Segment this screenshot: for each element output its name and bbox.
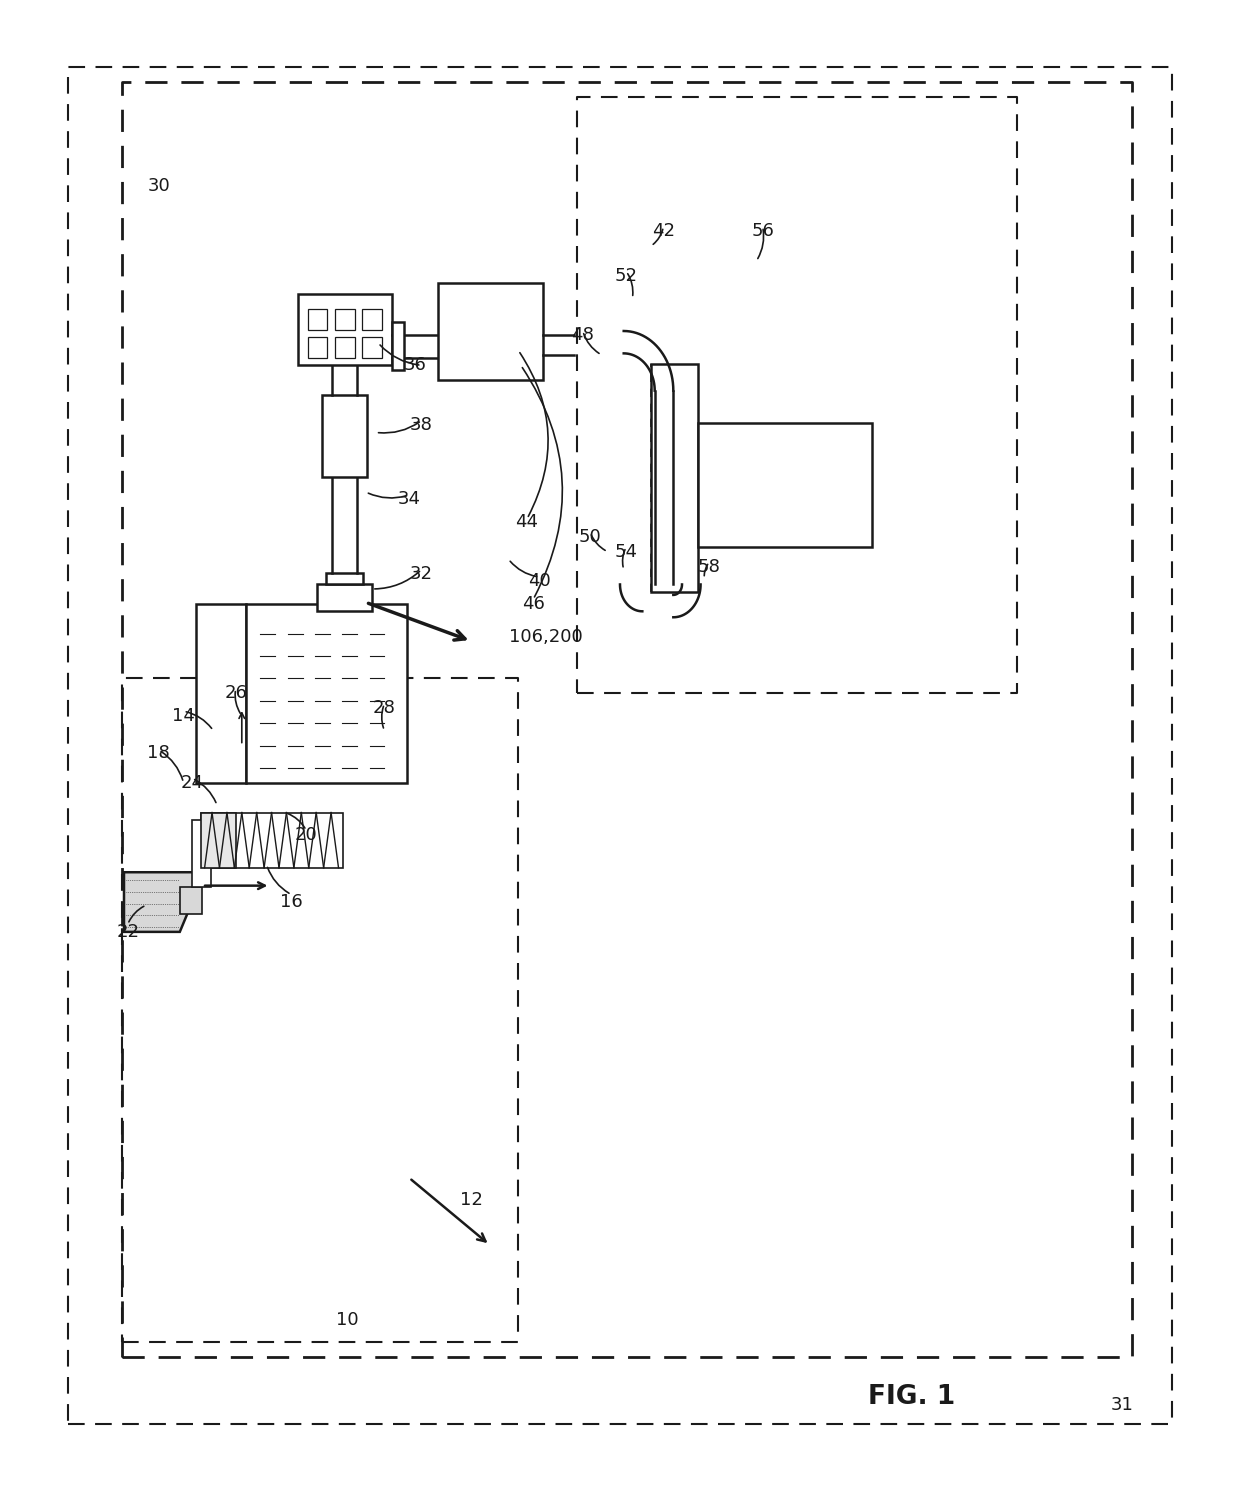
Bar [335, 337, 355, 358]
Bar [196, 604, 246, 783]
Text: 44: 44 [516, 513, 538, 531]
Text: 16: 16 [280, 893, 303, 911]
Text: 12: 12 [460, 1191, 482, 1209]
Bar [308, 309, 327, 330]
Text: 52: 52 [615, 267, 637, 285]
Text: 106,200: 106,200 [508, 628, 583, 646]
Bar [308, 337, 327, 358]
Text: 14: 14 [172, 707, 195, 725]
Bar [201, 813, 236, 868]
Text: 34: 34 [398, 491, 420, 508]
Text: 31: 31 [1111, 1396, 1133, 1413]
Bar [392, 322, 404, 370]
Text: 10: 10 [336, 1311, 358, 1328]
Text: 22: 22 [117, 923, 139, 941]
Bar [438, 283, 543, 380]
Text: 56: 56 [751, 222, 774, 240]
Bar [322, 395, 367, 477]
Bar [362, 309, 382, 330]
Text: 32: 32 [410, 565, 433, 583]
Bar [201, 813, 343, 868]
Bar [192, 820, 211, 887]
Text: 50: 50 [579, 528, 601, 546]
Bar [362, 337, 382, 358]
Text: 58: 58 [698, 558, 720, 576]
Text: 36: 36 [404, 356, 427, 374]
Bar [326, 573, 363, 584]
Text: 54: 54 [615, 543, 637, 561]
Text: 18: 18 [148, 744, 170, 762]
Bar [317, 584, 372, 611]
Text: 20: 20 [295, 826, 317, 844]
Text: 24: 24 [181, 774, 203, 792]
Text: 28: 28 [373, 699, 396, 717]
Text: 30: 30 [148, 177, 170, 195]
Text: 42: 42 [652, 222, 675, 240]
Polygon shape [124, 872, 205, 932]
Bar [246, 604, 407, 783]
Bar [698, 423, 872, 547]
Bar [651, 364, 698, 592]
Text: 48: 48 [572, 327, 594, 344]
Bar [335, 309, 355, 330]
Bar [180, 887, 202, 914]
Text: 40: 40 [528, 573, 551, 590]
Text: 38: 38 [410, 416, 433, 434]
Text: 46: 46 [522, 595, 544, 613]
Bar [298, 294, 392, 365]
Text: 26: 26 [224, 684, 247, 702]
Text: FIG. 1: FIG. 1 [868, 1384, 955, 1410]
